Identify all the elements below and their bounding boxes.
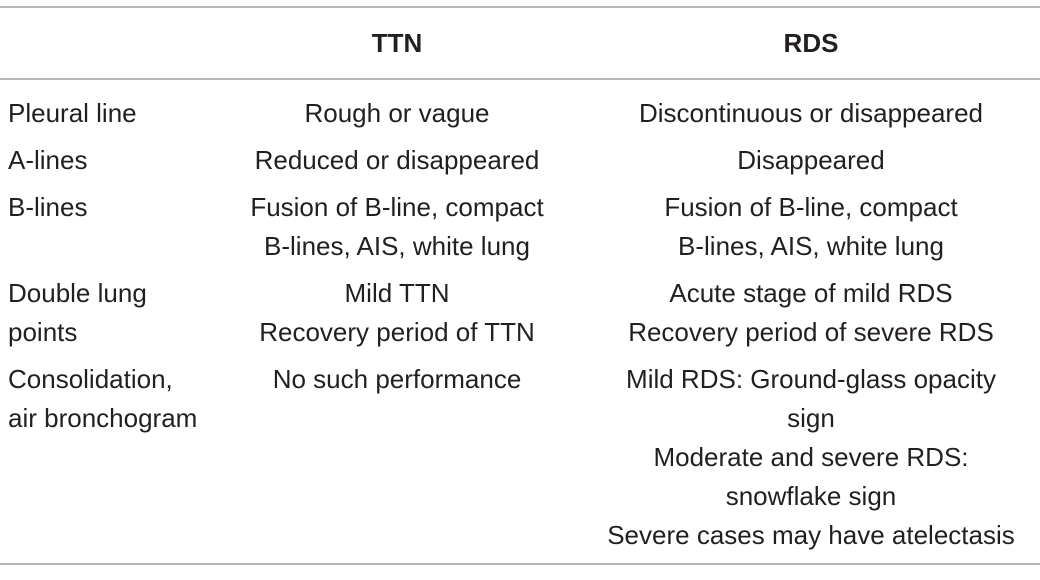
rds-cell: Acute stage of mild RDS Recovery period … (582, 270, 1040, 356)
ttn-cell-line: B-lines, AIS, white lung (264, 231, 530, 261)
rds-cell-line: Severe cases may have atelectasis (607, 520, 1015, 550)
rds-cell-line: snowflake sign (725, 481, 897, 511)
rds-cell-line: Discontinuous or disappeared (639, 98, 983, 128)
rds-cell-line: Moderate and severe RDS: (653, 442, 969, 472)
rds-cell-line: Disappeared (737, 145, 885, 175)
table-row: A-lines Reduced or disappeared Disappear… (0, 137, 1040, 184)
ttn-cell-line: Rough or vague (304, 98, 490, 128)
row-label: Consolidation, air bronchogram (8, 364, 198, 433)
ttn-cell-line: Recovery period of TTN (259, 317, 535, 347)
rds-cell-line: sign (787, 403, 835, 433)
table-header-row: TTN RDS (0, 7, 1040, 79)
ttn-cell: Mild TTN Recovery period of TTN (212, 270, 582, 356)
header-rds: RDS (783, 27, 839, 58)
table-row: B-lines Fusion of B-line, compact B-line… (0, 184, 1040, 270)
rds-cell: Discontinuous or disappeared (582, 79, 1040, 137)
ttn-cell-line: No such performance (272, 364, 522, 394)
ttn-cell: Rough or vague (212, 79, 582, 137)
ttn-cell: No such performance (212, 356, 582, 564)
table-row: Consolidation, air bronchogram No such p… (0, 356, 1040, 564)
table-row: Pleural line Rough or vague Discontinuou… (0, 79, 1040, 137)
ttn-cell: Reduced or disappeared (212, 137, 582, 184)
rds-cell-line: Fusion of B-line, compact (664, 192, 958, 222)
rds-cell: Fusion of B-line, compact B-lines, AIS, … (582, 184, 1040, 270)
ttn-cell-line: Reduced or disappeared (254, 145, 540, 175)
rds-cell-line: Acute stage of mild RDS (669, 278, 953, 308)
row-label: Double lung points (8, 278, 147, 347)
row-label: B-lines (8, 192, 88, 222)
header-empty (0, 7, 212, 79)
row-label: A-lines (8, 145, 88, 175)
ttn-cell: Fusion of B-line, compact B-lines, AIS, … (212, 184, 582, 270)
row-label: Pleural line (8, 98, 137, 128)
rds-cell-line: Mild RDS: Ground-glass opacity (626, 364, 996, 394)
rds-cell: Mild RDS: Ground-glass opacity sign Mode… (582, 356, 1040, 564)
rds-cell-line: Recovery period of severe RDS (628, 317, 994, 347)
rds-cell: Disappeared (582, 137, 1040, 184)
comparison-table: TTN RDS Pleural line Rough or vague Disc… (0, 6, 1040, 565)
rds-cell-line: B-lines, AIS, white lung (678, 231, 944, 261)
table-row: Double lung points Mild TTN Recovery per… (0, 270, 1040, 356)
ttn-cell-line: Fusion of B-line, compact (250, 192, 544, 222)
header-ttn: TTN (371, 27, 423, 58)
ttn-cell-line: Mild TTN (344, 278, 450, 308)
